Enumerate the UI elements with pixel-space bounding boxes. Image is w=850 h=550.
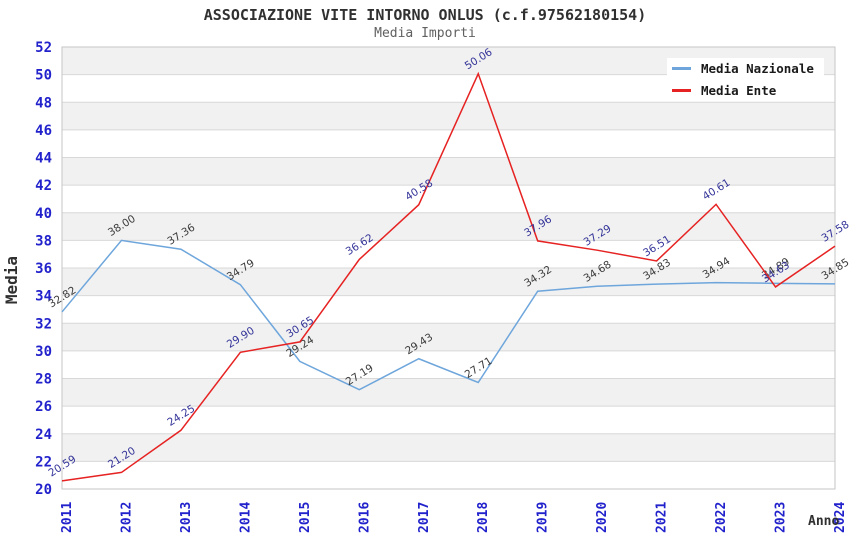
- y-axis-title: Media: [2, 256, 21, 305]
- plot-band: [62, 268, 835, 296]
- y-tick-label: 28: [35, 372, 52, 388]
- plot-band: [62, 157, 835, 186]
- y-tick-label: 32: [35, 316, 52, 332]
- legend-item-media-nazionale: Media Nazionale: [667, 58, 824, 79]
- x-tick-label: 2012: [119, 502, 134, 533]
- x-tick-label: 2016: [357, 502, 372, 533]
- y-tick-label: 22: [35, 454, 52, 470]
- y-tick-label: 26: [35, 399, 52, 415]
- y-tick-label: 46: [35, 123, 52, 139]
- legend-label: Media Nazionale: [701, 61, 814, 76]
- plot-border: [61, 46, 836, 490]
- legend: Media Nazionale Media Ente: [667, 58, 824, 102]
- data-label: 27.71: [463, 355, 495, 381]
- plot-band: [62, 378, 835, 407]
- y-tick-label: 52: [35, 40, 52, 56]
- legend-line-marker-red: [672, 89, 691, 92]
- x-tick-label: 2015: [298, 502, 313, 533]
- legend-label: Media Ente: [701, 83, 777, 98]
- plot-band: [62, 323, 835, 351]
- y-tick-label: 30: [35, 344, 52, 360]
- y-tick-label: 44: [35, 151, 52, 167]
- y-tick-label: 34: [35, 289, 52, 305]
- y-tick-label: 42: [35, 178, 52, 194]
- series-line-0: [61, 239, 836, 391]
- x-tick-label: 2022: [714, 502, 729, 533]
- y-tick-label: 24: [35, 427, 52, 443]
- y-tick-label: 36: [35, 261, 52, 277]
- x-axis-title: Anno: [808, 514, 840, 529]
- x-tick-label: 2021: [655, 502, 670, 533]
- x-tick-label: 2020: [595, 502, 610, 533]
- x-tick-label: 2024: [833, 502, 848, 533]
- x-tick-label: 2013: [179, 502, 194, 533]
- y-tick-label: 40: [35, 206, 52, 222]
- x-tick-label: 2018: [476, 502, 491, 533]
- chart-title: ASSOCIAZIONE VITE INTORNO ONLUS (c.f.975…: [203, 6, 647, 24]
- plot-band: [62, 212, 835, 241]
- y-tick-label: 50: [35, 68, 52, 84]
- y-tick-label: 38: [35, 233, 52, 249]
- x-tick-label: 2011: [60, 502, 75, 533]
- y-tick-label: 48: [35, 95, 52, 111]
- y-tick-label: 20: [35, 482, 52, 498]
- legend-line-marker-blue: [672, 67, 691, 70]
- x-tick-label: 2014: [238, 502, 253, 533]
- plot-band: [62, 433, 835, 462]
- series-line-1: [61, 71, 836, 482]
- chart-subtitle: Media Importi: [374, 26, 476, 41]
- x-tick-label: 2023: [774, 502, 789, 533]
- legend-item-media-ente: Media Ente: [667, 80, 824, 101]
- x-tick-label: 2017: [417, 502, 432, 533]
- x-tick-label: 2019: [536, 502, 551, 533]
- plot-band: [62, 102, 835, 130]
